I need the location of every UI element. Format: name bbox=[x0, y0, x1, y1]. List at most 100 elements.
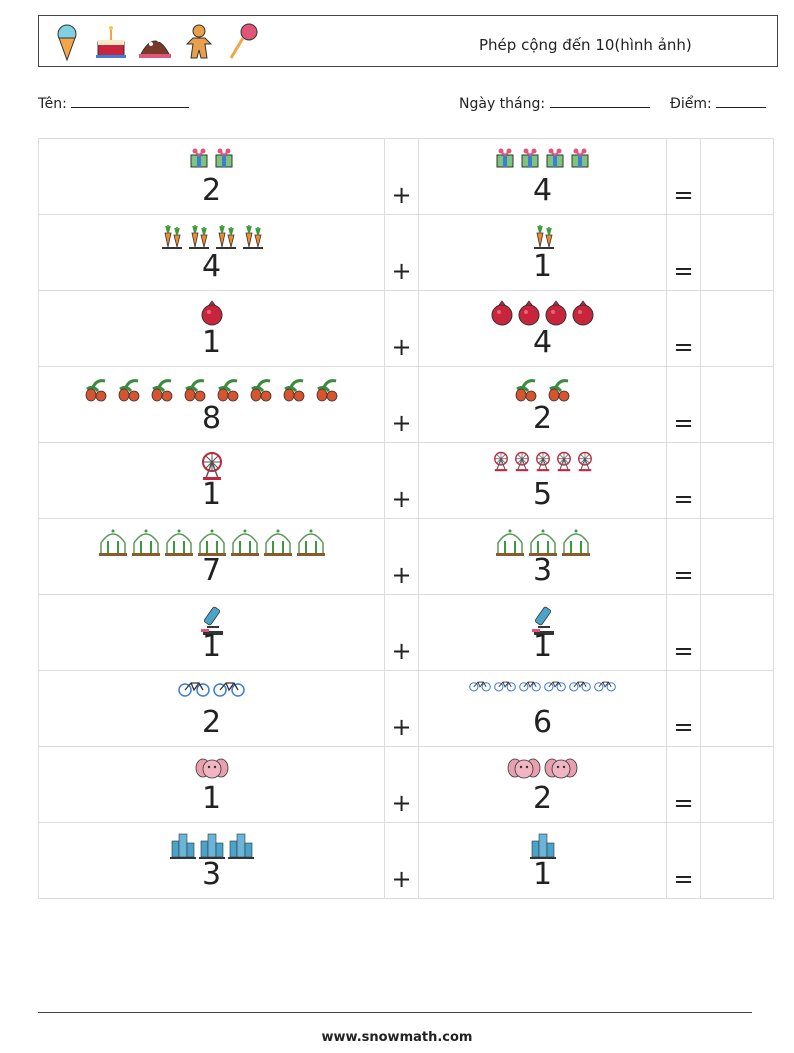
pomegranate-icon bbox=[201, 300, 222, 326]
answer-cell[interactable] bbox=[700, 594, 774, 671]
answer-cell[interactable] bbox=[700, 518, 774, 595]
plus-cell: + bbox=[384, 746, 419, 823]
equals-sign: = bbox=[673, 637, 694, 665]
plus-sign: + bbox=[391, 257, 412, 285]
addend-b-number: 6 bbox=[532, 705, 553, 740]
equals-sign: = bbox=[673, 181, 694, 209]
addend-b-cell: 5 bbox=[418, 442, 667, 519]
bicycle-icon bbox=[178, 682, 210, 697]
office-building-icon bbox=[169, 833, 196, 859]
addend-b-cell: 2 bbox=[418, 746, 667, 823]
gift-icon bbox=[521, 148, 539, 168]
addend-b-cell: 4 bbox=[418, 290, 667, 367]
addend-a-cell: 4 bbox=[38, 214, 385, 291]
name-label: Tên: bbox=[38, 96, 67, 112]
equals-cell: = bbox=[666, 290, 701, 367]
ginger-icon bbox=[85, 379, 107, 402]
pomegranate-icon bbox=[491, 300, 513, 326]
addend-b-cell: 3 bbox=[418, 518, 667, 595]
plus-cell: + bbox=[384, 670, 419, 747]
header-icons bbox=[49, 22, 261, 62]
addend-a-pictures bbox=[39, 831, 384, 859]
equals-cell: = bbox=[666, 442, 701, 519]
answer-cell[interactable] bbox=[700, 138, 774, 215]
equals-cell: = bbox=[666, 594, 701, 671]
plus-cell: + bbox=[384, 594, 419, 671]
plus-cell: + bbox=[384, 138, 419, 215]
microscope-icon bbox=[531, 606, 554, 635]
answer-cell[interactable] bbox=[700, 290, 774, 367]
footer-divider bbox=[38, 1012, 752, 1013]
equals-cell: = bbox=[666, 746, 701, 823]
addend-a-pictures bbox=[39, 223, 384, 249]
ginger-icon bbox=[548, 379, 570, 402]
addend-a-cell: 1 bbox=[38, 594, 385, 671]
ginger-icon bbox=[118, 379, 140, 402]
addend-a-cell: 8 bbox=[38, 366, 385, 443]
addend-b-number: 5 bbox=[532, 477, 553, 512]
ginger-icon bbox=[217, 379, 239, 402]
problem-row: 7 +3 = bbox=[38, 518, 774, 595]
greenhouse-icon bbox=[197, 529, 226, 556]
addend-a-number: 1 bbox=[201, 477, 222, 512]
problem-row: 1 +5 = bbox=[38, 442, 774, 519]
plus-sign: + bbox=[391, 865, 412, 893]
addend-a-number: 1 bbox=[201, 325, 222, 360]
bicycle-icon bbox=[569, 681, 591, 692]
addend-b-number: 4 bbox=[532, 325, 553, 360]
addend-a-pictures bbox=[39, 451, 384, 481]
plus-sign: + bbox=[391, 789, 412, 817]
plus-sign: + bbox=[391, 181, 412, 209]
name-blank-line[interactable] bbox=[71, 95, 190, 108]
addend-b-pictures bbox=[419, 679, 666, 692]
date-blank-line[interactable] bbox=[549, 95, 650, 108]
addend-a-pictures bbox=[39, 527, 384, 557]
office-building-icon bbox=[529, 833, 556, 859]
addend-b-number: 1 bbox=[532, 249, 553, 284]
equals-sign: = bbox=[673, 865, 694, 893]
addend-a-pictures bbox=[39, 375, 384, 403]
addend-a-number: 7 bbox=[201, 553, 222, 588]
plus-sign: + bbox=[391, 713, 412, 741]
plus-sign: + bbox=[391, 409, 412, 437]
answer-cell[interactable] bbox=[700, 670, 774, 747]
plus-sign: + bbox=[391, 485, 412, 513]
addend-b-pictures bbox=[419, 451, 666, 472]
answer-cell[interactable] bbox=[700, 214, 774, 291]
equals-sign: = bbox=[673, 713, 694, 741]
plus-sign: + bbox=[391, 561, 412, 589]
answer-cell[interactable] bbox=[700, 746, 774, 823]
problem-row: 1 +1 = bbox=[38, 594, 774, 671]
birthday-cake-icon bbox=[96, 26, 126, 58]
equals-cell: = bbox=[666, 214, 701, 291]
equals-sign: = bbox=[673, 257, 694, 285]
elephant-face-icon bbox=[507, 758, 541, 779]
addend-b-cell: 6 bbox=[418, 670, 667, 747]
equals-cell: = bbox=[666, 822, 701, 899]
answer-cell[interactable] bbox=[700, 366, 774, 443]
lollipop-icon bbox=[229, 23, 258, 59]
carrot-icon bbox=[216, 225, 236, 249]
bicycle-icon bbox=[544, 681, 566, 692]
ferris-wheel-icon bbox=[535, 451, 550, 472]
addend-a-cell: 2 bbox=[38, 138, 385, 215]
plus-cell: + bbox=[384, 442, 419, 519]
answer-cell[interactable] bbox=[700, 822, 774, 899]
addend-a-cell: 1 bbox=[38, 442, 385, 519]
addend-a-pictures bbox=[39, 603, 384, 637]
score-blank-line[interactable] bbox=[716, 95, 767, 108]
equals-cell: = bbox=[666, 138, 701, 215]
addend-a-pictures bbox=[39, 147, 384, 169]
addend-a-number: 8 bbox=[201, 401, 222, 436]
bicycle-icon bbox=[519, 681, 541, 692]
problem-row: 1 +2 = bbox=[38, 746, 774, 823]
worksheet-header: Phép cộng đến 10(hình ảnh) bbox=[38, 15, 778, 67]
addend-b-cell: 2 bbox=[418, 366, 667, 443]
office-building-icon bbox=[198, 833, 225, 859]
addend-b-pictures bbox=[419, 147, 666, 169]
ferris-wheel-icon bbox=[577, 451, 592, 472]
ice-cream-icon bbox=[57, 24, 77, 62]
ginger-icon bbox=[250, 379, 272, 402]
answer-cell[interactable] bbox=[700, 442, 774, 519]
addend-b-pictures bbox=[419, 755, 666, 783]
